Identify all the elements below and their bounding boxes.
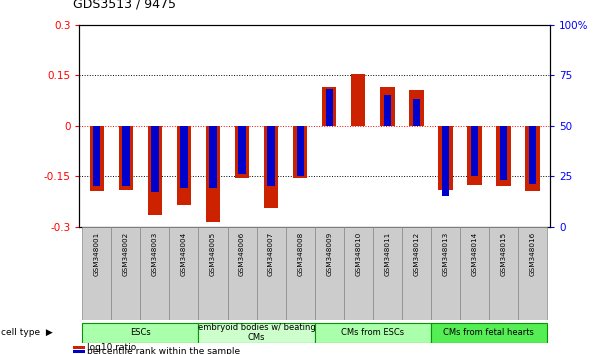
Bar xyxy=(467,126,481,184)
Text: percentile rank within the sample: percentile rank within the sample xyxy=(87,347,241,354)
FancyBboxPatch shape xyxy=(431,322,547,343)
FancyBboxPatch shape xyxy=(199,227,227,320)
Bar xyxy=(264,126,279,208)
FancyBboxPatch shape xyxy=(402,227,431,320)
FancyBboxPatch shape xyxy=(315,227,344,320)
Text: GSM348005: GSM348005 xyxy=(210,231,216,275)
Text: GSM348001: GSM348001 xyxy=(94,231,100,275)
Bar xyxy=(238,126,246,174)
Bar xyxy=(412,99,420,126)
Text: GSM348015: GSM348015 xyxy=(500,231,507,275)
FancyBboxPatch shape xyxy=(111,227,141,320)
Text: CMs from ESCs: CMs from ESCs xyxy=(341,328,404,337)
Text: GSM348006: GSM348006 xyxy=(239,231,245,275)
FancyBboxPatch shape xyxy=(82,322,199,343)
Bar xyxy=(529,126,536,184)
Text: GSM348004: GSM348004 xyxy=(181,231,187,275)
Text: GSM348012: GSM348012 xyxy=(413,231,419,275)
Text: GSM348016: GSM348016 xyxy=(530,231,535,275)
FancyBboxPatch shape xyxy=(169,227,199,320)
Bar xyxy=(351,74,365,126)
Text: GDS3513 / 9475: GDS3513 / 9475 xyxy=(73,0,177,11)
Bar xyxy=(210,126,217,188)
Bar xyxy=(90,126,104,191)
Bar xyxy=(326,89,333,126)
Text: GSM348007: GSM348007 xyxy=(268,231,274,275)
Bar xyxy=(293,126,307,178)
Bar xyxy=(177,126,191,205)
Text: GSM348011: GSM348011 xyxy=(384,231,390,275)
Text: GSM348002: GSM348002 xyxy=(123,231,129,275)
Bar xyxy=(470,126,478,176)
Text: CMs from fetal hearts: CMs from fetal hearts xyxy=(444,328,535,337)
FancyBboxPatch shape xyxy=(285,227,315,320)
Bar xyxy=(296,126,304,176)
FancyBboxPatch shape xyxy=(82,227,111,320)
Bar xyxy=(525,126,540,191)
Bar xyxy=(119,126,133,190)
FancyBboxPatch shape xyxy=(373,227,402,320)
Bar xyxy=(268,126,275,186)
Text: GSM348014: GSM348014 xyxy=(472,231,477,275)
Bar xyxy=(322,87,337,126)
Text: GSM348009: GSM348009 xyxy=(326,231,332,275)
Text: log10 ratio: log10 ratio xyxy=(87,343,137,352)
Text: GSM348008: GSM348008 xyxy=(297,231,303,275)
Bar xyxy=(235,126,249,178)
FancyBboxPatch shape xyxy=(344,227,373,320)
Text: GSM348010: GSM348010 xyxy=(355,231,361,275)
FancyBboxPatch shape xyxy=(518,227,547,320)
FancyBboxPatch shape xyxy=(431,227,460,320)
FancyBboxPatch shape xyxy=(227,227,257,320)
Text: GSM348003: GSM348003 xyxy=(152,231,158,275)
Bar xyxy=(73,350,85,353)
FancyBboxPatch shape xyxy=(257,227,285,320)
Bar xyxy=(73,346,85,349)
Bar xyxy=(384,95,391,126)
Bar xyxy=(496,126,511,186)
FancyBboxPatch shape xyxy=(141,227,169,320)
Bar xyxy=(180,126,188,188)
Bar xyxy=(409,90,423,126)
FancyBboxPatch shape xyxy=(489,227,518,320)
Bar xyxy=(380,87,395,126)
Bar xyxy=(442,126,449,196)
Bar xyxy=(206,126,221,222)
FancyBboxPatch shape xyxy=(199,322,315,343)
Bar xyxy=(122,126,130,186)
FancyBboxPatch shape xyxy=(460,227,489,320)
Bar xyxy=(438,126,453,190)
Text: GSM348013: GSM348013 xyxy=(442,231,448,275)
Text: embryoid bodies w/ beating
CMs: embryoid bodies w/ beating CMs xyxy=(198,323,315,342)
Text: ESCs: ESCs xyxy=(130,328,151,337)
Text: cell type  ▶: cell type ▶ xyxy=(1,328,53,337)
Bar xyxy=(152,126,159,192)
Bar xyxy=(93,126,100,186)
FancyBboxPatch shape xyxy=(315,322,431,343)
Bar xyxy=(148,126,162,215)
Bar xyxy=(500,126,507,180)
